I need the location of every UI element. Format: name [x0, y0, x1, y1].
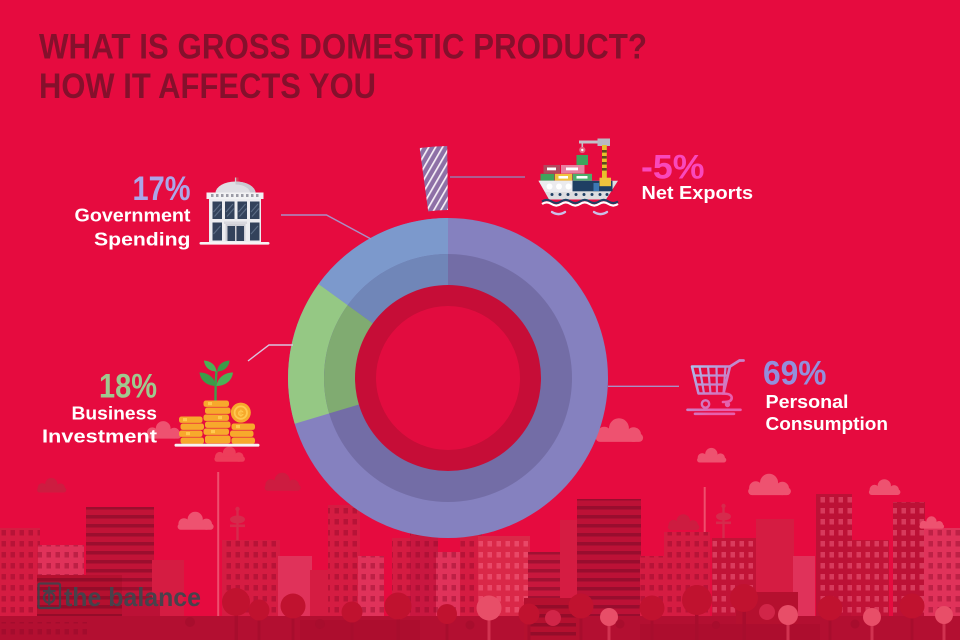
svg-text:18%: 18%: [99, 368, 157, 406]
svg-text:Consumption: Consumption: [766, 414, 889, 434]
svg-text:Government: Government: [75, 206, 191, 226]
svg-text:WHAT IS GROSS DOMESTIC PRODUCT: WHAT IS GROSS DOMESTIC PRODUCT?: [39, 27, 647, 67]
svg-text:Personal: Personal: [766, 392, 849, 412]
svg-text:Business: Business: [72, 404, 158, 424]
svg-text:the balance: the balance: [64, 582, 201, 612]
svg-text:69%: 69%: [763, 355, 827, 393]
svg-text:-5%: -5%: [641, 149, 705, 187]
svg-text:Investment: Investment: [42, 427, 157, 447]
svg-text:Net Exports: Net Exports: [642, 183, 754, 203]
svg-text:Spending: Spending: [94, 229, 191, 249]
svg-text:¢: ¢: [238, 408, 244, 420]
svg-text:HOW IT AFFECTS YOU: HOW IT AFFECTS YOU: [39, 66, 376, 106]
svg-text:17%: 17%: [133, 170, 191, 208]
